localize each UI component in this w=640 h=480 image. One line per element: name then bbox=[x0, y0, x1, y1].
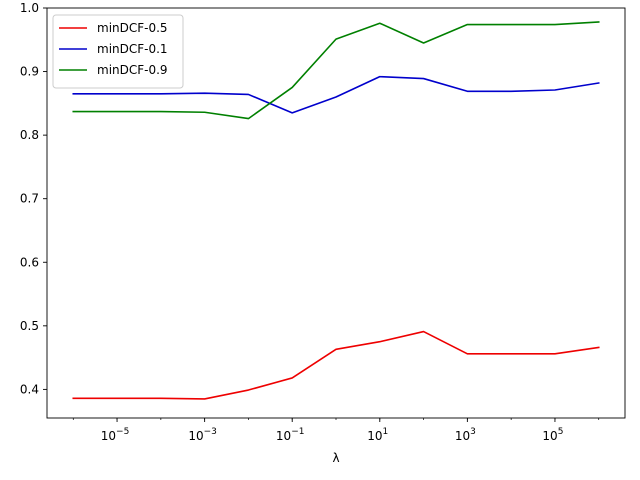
y-tick-label: 0.6 bbox=[20, 255, 39, 269]
x-tick-label: 105 bbox=[542, 427, 563, 443]
x-tick-label: 101 bbox=[367, 427, 388, 443]
x-axis-label: λ bbox=[332, 451, 339, 465]
legend-label: minDCF-0.9 bbox=[97, 63, 168, 77]
y-tick-label: 1.0 bbox=[20, 1, 39, 15]
y-tick-label: 0.9 bbox=[20, 65, 39, 79]
x-tick-label: 10−3 bbox=[188, 427, 217, 443]
series-line-minDCF-0.1 bbox=[72, 75, 600, 114]
y-tick-label: 0.7 bbox=[20, 192, 39, 206]
x-tick-label: 103 bbox=[455, 427, 476, 443]
x-tick-label: 10−5 bbox=[101, 427, 130, 443]
y-tick-label: 0.8 bbox=[20, 128, 39, 142]
legend-label: minDCF-0.5 bbox=[97, 21, 168, 35]
plot-area: 10−5 10−3 10−1 101 103 105 0.4 0.5 0.6 0.7 0.8 0.9 1… bbox=[20, 1, 626, 443]
series-line-minDCF-0.5 bbox=[72, 330, 600, 400]
x-tick-label: 10−1 bbox=[276, 427, 305, 443]
y-tick-label: 0.5 bbox=[20, 319, 39, 333]
legend-label: minDCF-0.1 bbox=[97, 42, 168, 56]
series-line-minDCF-0.9 bbox=[72, 21, 600, 120]
legend: minDCF-0.5 minDCF-0.1 minDCF-0.9 bbox=[52, 14, 184, 89]
y-tick-label: 0.4 bbox=[20, 382, 39, 396]
